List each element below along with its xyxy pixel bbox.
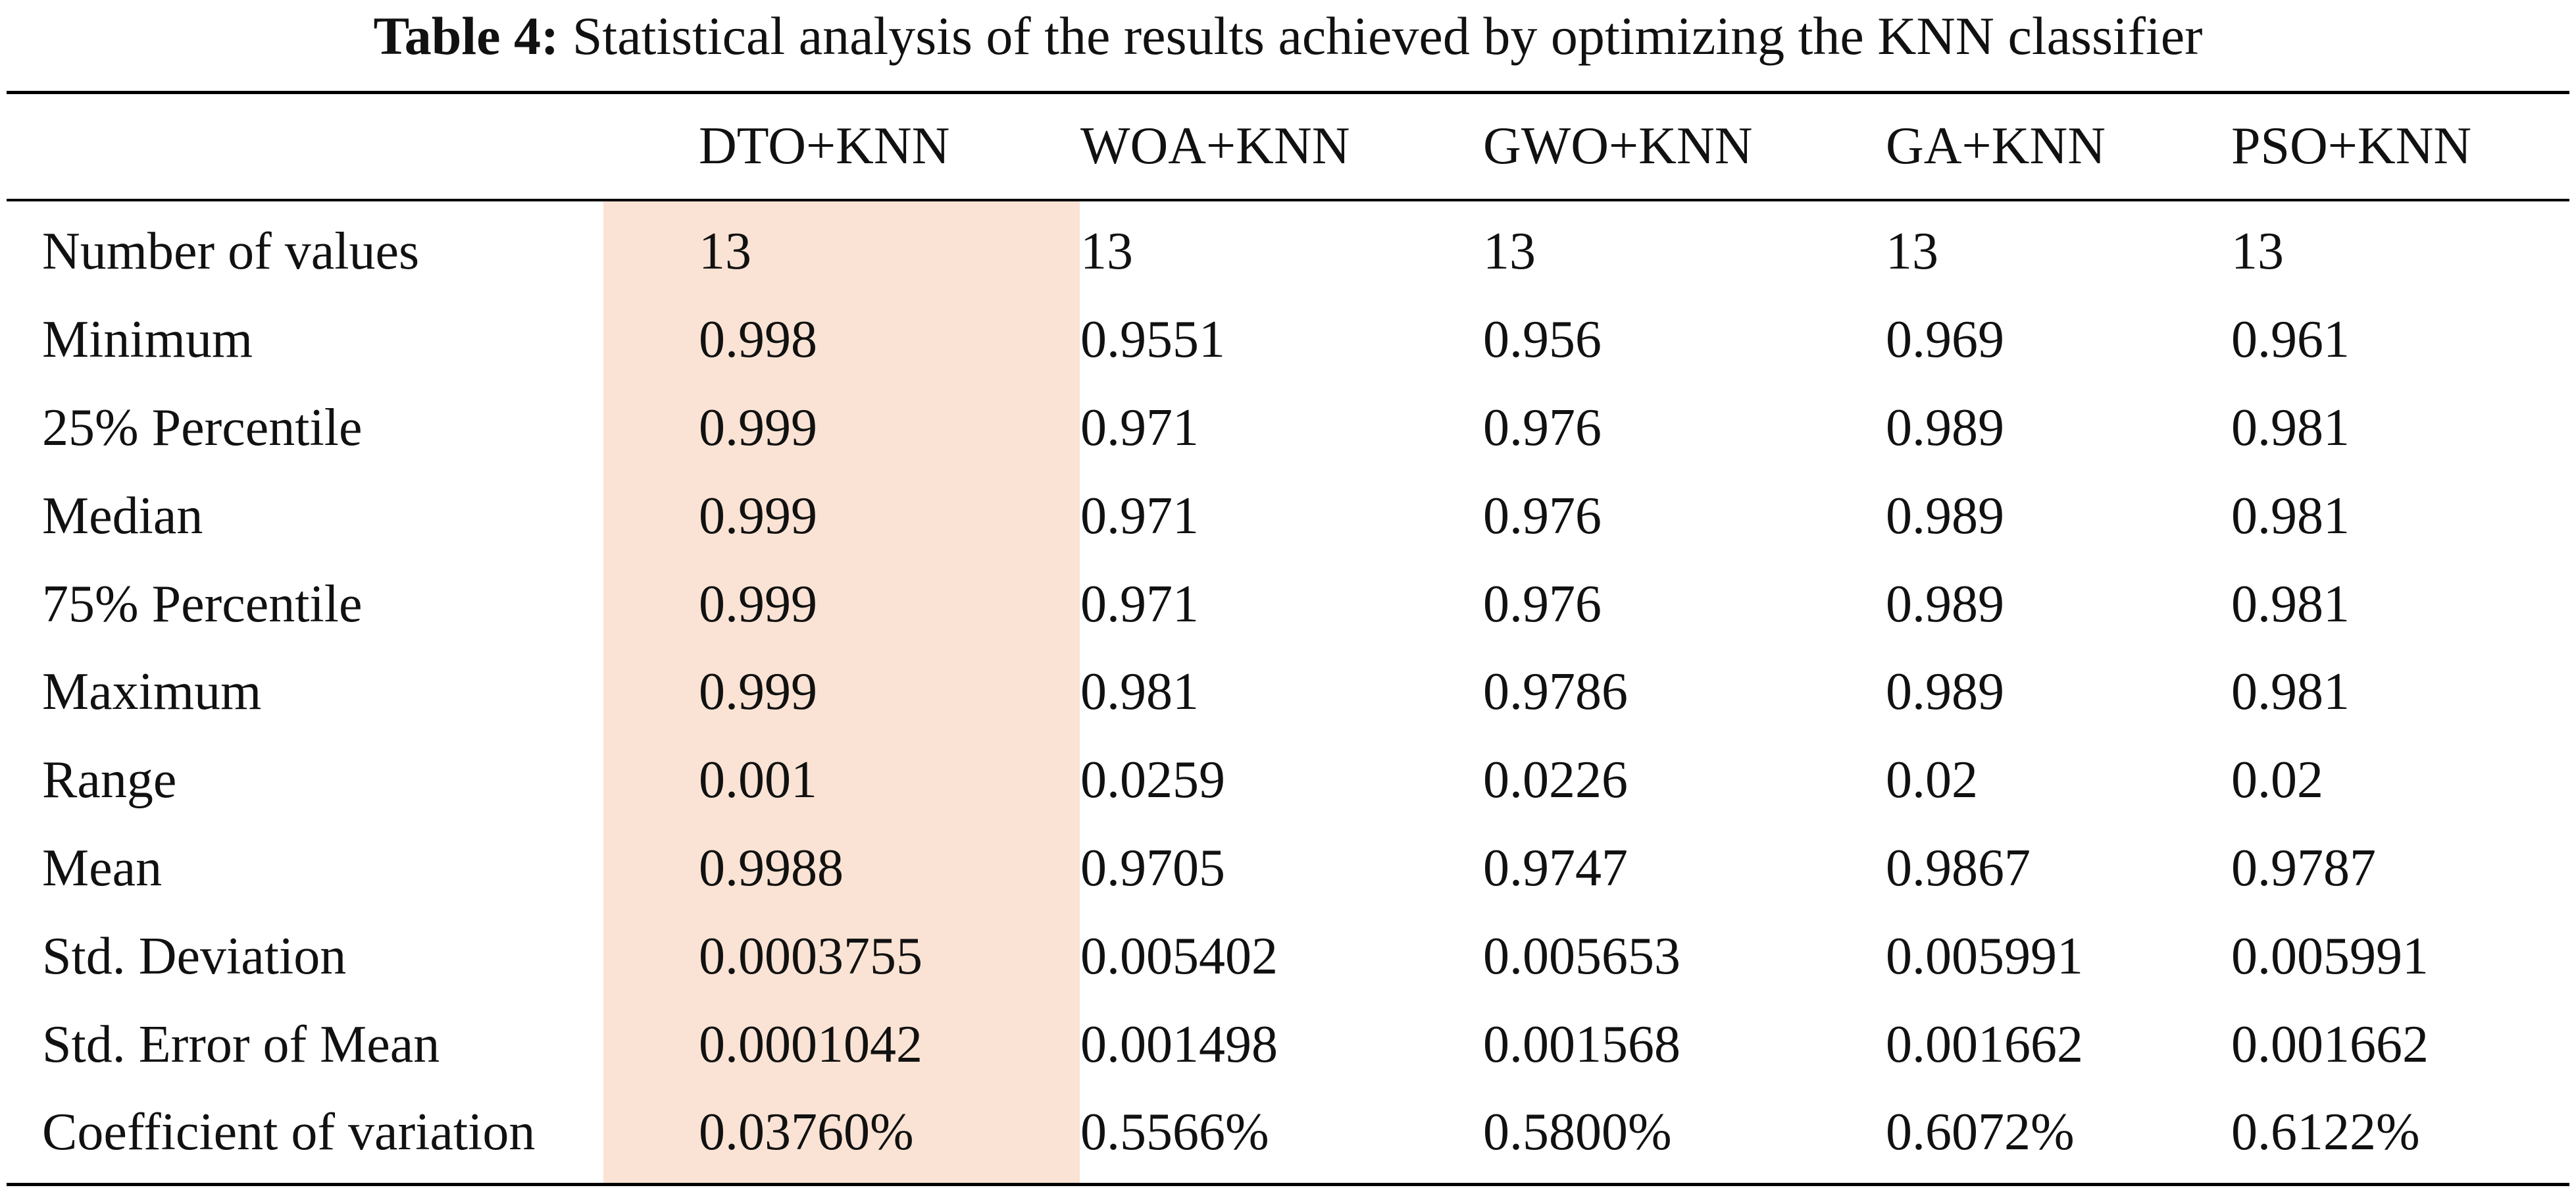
cell-ga-knn: 0.6072% bbox=[1886, 1103, 2075, 1162]
cell-pso-knn: 0.981 bbox=[2231, 398, 2350, 457]
cell-pso-knn: 0.981 bbox=[2231, 663, 2350, 721]
cell-gwo-knn: 0.9747 bbox=[1483, 839, 1628, 897]
cell-ga-knn: 0.989 bbox=[1886, 663, 2004, 721]
cell-dto-knn: 0.999 bbox=[699, 575, 817, 633]
table-row: Minimum 0.998 0.9551 0.956 0.969 0.961 bbox=[0, 296, 2576, 384]
caption-label: Table 4: bbox=[373, 6, 559, 66]
table-bottom-rule bbox=[7, 1183, 2569, 1186]
cell-ga-knn: 0.005991 bbox=[1886, 927, 2083, 985]
cell-pso-knn: 0.02 bbox=[2231, 751, 2323, 810]
table-row: Std. Error of Mean 0.0001042 0.001498 0.001… bbox=[0, 1001, 2576, 1089]
cell-gwo-knn: 0.0226 bbox=[1483, 751, 1628, 810]
cell-dto-knn: 0.0003755 bbox=[699, 927, 922, 985]
table-row: 75% Percentile 0.999 0.971 0.976 0.989 0.981 bbox=[0, 560, 2576, 648]
cell-ga-knn: 0.02 bbox=[1886, 751, 1978, 810]
cell-dto-knn: 0.001 bbox=[699, 751, 817, 810]
cell-ga-knn: 0.9867 bbox=[1886, 839, 2031, 897]
cell-woa-knn: 0.971 bbox=[1080, 575, 1199, 633]
cell-gwo-knn: 13 bbox=[1483, 222, 1536, 281]
cell-pso-knn: 0.981 bbox=[2231, 575, 2350, 633]
cell-dto-knn: 13 bbox=[699, 222, 751, 281]
header-row: DTO+KNN WOA+KNN GWO+KNN GA+KNN PSO+KNN bbox=[0, 94, 2576, 199]
cell-woa-knn: 0.9551 bbox=[1080, 311, 1225, 369]
cell-gwo-knn: 0.976 bbox=[1483, 398, 1602, 457]
cell-ga-knn: 0.001662 bbox=[1886, 1015, 2083, 1074]
table-row: Range 0.001 0.0259 0.0226 0.02 0.02 bbox=[0, 737, 2576, 825]
row-label: Minimum bbox=[42, 311, 253, 369]
row-label: 75% Percentile bbox=[42, 575, 363, 633]
table-row: Median 0.999 0.971 0.976 0.989 0.981 bbox=[0, 472, 2576, 560]
caption-text: Statistical analysis of the results achi… bbox=[572, 6, 2203, 66]
cell-gwo-knn: 0.5800% bbox=[1483, 1103, 1672, 1162]
column-header-woa-knn: WOA+KNN bbox=[1080, 117, 1350, 175]
cell-dto-knn: 0.999 bbox=[699, 663, 817, 721]
table-top-rule bbox=[7, 91, 2569, 94]
row-label: 25% Percentile bbox=[42, 398, 363, 457]
table-row: Number of values 13 13 13 13 13 bbox=[0, 199, 2576, 296]
cell-woa-knn: 0.971 bbox=[1080, 398, 1199, 457]
cell-gwo-knn: 0.9786 bbox=[1483, 663, 1628, 721]
cell-woa-knn: 13 bbox=[1080, 222, 1133, 281]
table-row: Maximum 0.999 0.981 0.9786 0.989 0.981 bbox=[0, 648, 2576, 737]
cell-pso-knn: 0.001662 bbox=[2231, 1015, 2429, 1074]
cell-pso-knn: 13 bbox=[2231, 222, 2284, 281]
cell-dto-knn: 0.0001042 bbox=[699, 1015, 922, 1074]
row-label: Coefficient of variation bbox=[42, 1103, 536, 1162]
cell-ga-knn: 0.969 bbox=[1886, 311, 2004, 369]
table-row: Std. Deviation 0.0003755 0.005402 0.005653 0… bbox=[0, 912, 2576, 1001]
row-label: Std. Error of Mean bbox=[42, 1015, 440, 1074]
cell-woa-knn: 0.5566% bbox=[1080, 1103, 1269, 1162]
cell-dto-knn: 0.998 bbox=[699, 311, 817, 369]
cell-ga-knn: 0.989 bbox=[1886, 486, 2004, 545]
row-label: Number of values bbox=[42, 222, 420, 281]
table-caption: Table 4: Statistical analysis of the res… bbox=[0, 0, 2576, 72]
cell-gwo-knn: 0.976 bbox=[1483, 575, 1602, 633]
row-label: Maximum bbox=[42, 663, 262, 721]
corner-cell bbox=[0, 94, 699, 199]
column-header-ga-knn: GA+KNN bbox=[1886, 117, 2106, 175]
table-row: Mean 0.9988 0.9705 0.9747 0.9867 0.9787 bbox=[0, 825, 2576, 913]
cell-woa-knn: 0.971 bbox=[1080, 486, 1199, 545]
cell-ga-knn: 0.989 bbox=[1886, 575, 2004, 633]
table-header-rule bbox=[7, 199, 2569, 201]
cell-gwo-knn: 0.001568 bbox=[1483, 1015, 1680, 1074]
cell-gwo-knn: 0.005653 bbox=[1483, 927, 1680, 985]
cell-dto-knn: 0.03760% bbox=[699, 1103, 914, 1162]
row-label: Median bbox=[42, 486, 203, 545]
column-header-pso-knn: PSO+KNN bbox=[2231, 117, 2472, 175]
cell-dto-knn: 0.9988 bbox=[699, 839, 844, 897]
cell-gwo-knn: 0.976 bbox=[1483, 486, 1602, 545]
cell-woa-knn: 0.0259 bbox=[1080, 751, 1225, 810]
cell-dto-knn: 0.999 bbox=[699, 398, 817, 457]
table-row: Coefficient of variation 0.03760% 0.5566% 0… bbox=[0, 1089, 2576, 1177]
row-label: Mean bbox=[42, 839, 163, 897]
cell-woa-knn: 0.005402 bbox=[1080, 927, 1278, 985]
cell-ga-knn: 0.989 bbox=[1886, 398, 2004, 457]
cell-pso-knn: 0.981 bbox=[2231, 486, 2350, 545]
cell-pso-knn: 0.6122% bbox=[2231, 1103, 2420, 1162]
cell-pso-knn: 0.961 bbox=[2231, 311, 2350, 369]
cell-ga-knn: 13 bbox=[1886, 222, 1938, 281]
cell-woa-knn: 0.9705 bbox=[1080, 839, 1225, 897]
column-header-dto-knn: DTO+KNN bbox=[699, 117, 950, 175]
dto-column-highlight bbox=[603, 201, 1080, 1183]
column-header-gwo-knn: GWO+KNN bbox=[1483, 117, 1753, 175]
table-row: 25% Percentile 0.999 0.971 0.976 0.989 0.981 bbox=[0, 384, 2576, 473]
cell-gwo-knn: 0.956 bbox=[1483, 311, 1602, 369]
row-label: Range bbox=[42, 751, 177, 810]
row-label: Std. Deviation bbox=[42, 927, 347, 985]
statistics-table: DTO+KNN WOA+KNN GWO+KNN GA+KNN PSO+KNN N… bbox=[0, 94, 2576, 1177]
cell-woa-knn: 0.981 bbox=[1080, 663, 1199, 721]
cell-pso-knn: 0.005991 bbox=[2231, 927, 2429, 985]
cell-dto-knn: 0.999 bbox=[699, 486, 817, 545]
cell-pso-knn: 0.9787 bbox=[2231, 839, 2376, 897]
cell-woa-knn: 0.001498 bbox=[1080, 1015, 1278, 1074]
